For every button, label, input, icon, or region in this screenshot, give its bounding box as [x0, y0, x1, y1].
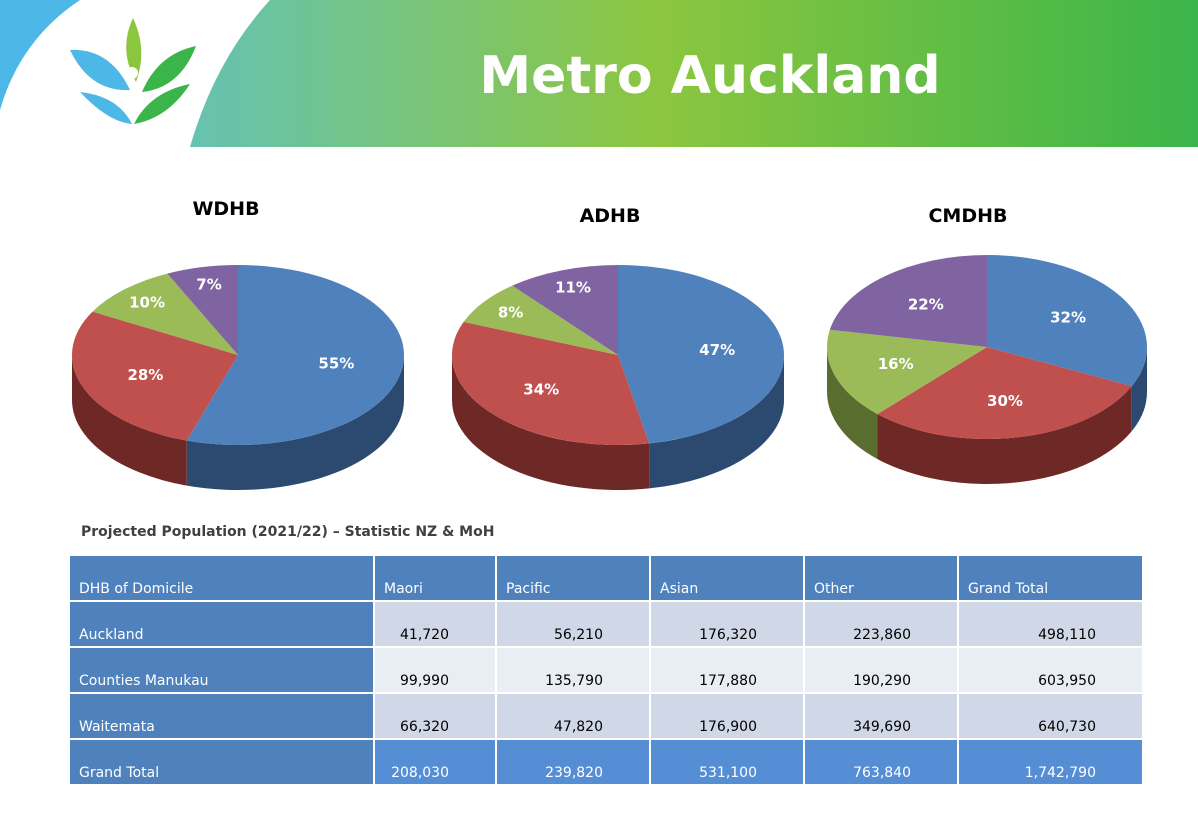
pie-slice: [451, 321, 650, 446]
logo-leaf-right: [142, 46, 196, 92]
cell: 349,690: [803, 692, 959, 740]
header-other: Other: [803, 554, 959, 602]
row-label: Auckland: [68, 600, 375, 648]
cell: 239,820: [495, 738, 651, 786]
pie-slice-label: 22%: [908, 295, 944, 313]
pie-slice-side: [186, 355, 404, 490]
cell: 66,320: [373, 692, 497, 740]
header-dhb: DHB of Domicile: [68, 554, 375, 602]
row-label: Waitemata: [68, 692, 375, 740]
cell: 498,110: [957, 600, 1144, 648]
row-label: Counties Manukau: [68, 646, 375, 694]
pie-slice: [463, 285, 618, 355]
population-table: DHB of Domicile Maori Pacific Asian Othe…: [68, 554, 1144, 786]
pie-slice-label: 10%: [129, 294, 165, 312]
cell: 223,860: [803, 600, 959, 648]
pie-slice-side: [649, 355, 784, 489]
pie-slice-label: 34%: [523, 380, 559, 398]
cell: 99,990: [373, 646, 497, 694]
table-row: Counties Manukau 99,990 135,790 177,880 …: [68, 646, 1144, 694]
cell: 47,820: [495, 692, 651, 740]
pie-slice-label: 7%: [196, 276, 221, 294]
pie-slice-side: [1131, 347, 1147, 432]
cell: 208,030: [373, 738, 497, 786]
table-row: Auckland 41,720 56,210 176,320 223,860 4…: [68, 600, 1144, 648]
cell: 603,950: [957, 646, 1144, 694]
table-caption: Projected Population (2021/22) – Statist…: [81, 524, 495, 540]
cell: 190,290: [803, 646, 959, 694]
pie-slice-label: 28%: [127, 366, 163, 384]
pie-slice: [167, 265, 238, 355]
cell: 176,320: [649, 600, 805, 648]
chart-title: ADHB: [580, 205, 641, 227]
pie-slice: [827, 329, 987, 415]
cell: 763,840: [803, 738, 959, 786]
logo-leaf-low-right: [134, 84, 190, 124]
pie-slice-label: 55%: [318, 354, 354, 372]
cell: 135,790: [495, 646, 651, 694]
pie-slice: [92, 273, 239, 355]
pie-slice-side: [452, 355, 650, 490]
chart-title: WDHB: [192, 198, 259, 220]
pie-slice-side: [827, 347, 878, 460]
pie-slice-label: 16%: [878, 355, 914, 373]
pie-slice: [618, 265, 784, 444]
cell: 56,210: [495, 600, 651, 648]
pie-slice-side: [71, 355, 187, 486]
pie-slice: [71, 311, 239, 441]
cell: 41,720: [373, 600, 497, 648]
row-label: Grand Total: [68, 738, 375, 786]
header-pacific: Pacific: [495, 554, 651, 602]
logo: [0, 0, 270, 147]
pie-slice: [987, 255, 1148, 387]
table-header-row: DHB of Domicile Maori Pacific Asian Othe…: [68, 554, 1144, 602]
logo-leaf-left: [70, 49, 130, 91]
pie-slice: [186, 265, 404, 445]
logo-dot: [126, 67, 138, 79]
logo-leaf-low-left: [80, 92, 132, 124]
pie-slice-label: 8%: [498, 304, 523, 322]
logo-swoosh: [0, 0, 80, 110]
logo-leaf-center: [126, 18, 142, 82]
pie-slice-label: 11%: [555, 278, 591, 296]
pie-charts: 55% 28% 10% 7% WDHB 47% 34% 8% 11% ADHB 32% 30% 16% 2…: [71, 198, 1148, 490]
header-grand-total: Grand Total: [957, 554, 1144, 602]
pie-slice-label: 32%: [1050, 308, 1086, 326]
cell: 640,730: [957, 692, 1144, 740]
header-asian: Asian: [649, 554, 805, 602]
page-title: Metro Auckland: [479, 46, 941, 106]
total-row: Grand Total 208,030 239,820 531,100 763,…: [68, 738, 1144, 786]
table-row: Waitemata 66,320 47,820 176,900 349,690 …: [68, 692, 1144, 740]
pie-slice-label: 30%: [987, 392, 1023, 410]
chart-title: CMDHB: [928, 205, 1007, 227]
pie-slice: [512, 265, 618, 355]
cell: 177,880: [649, 646, 805, 694]
pie-slice-side: [877, 386, 1132, 485]
header-maori: Maori: [373, 554, 497, 602]
pie-slice: [829, 255, 987, 347]
cell: 176,900: [649, 692, 805, 740]
pie-slice-label: 47%: [699, 341, 735, 359]
cell: 1,742,790: [957, 738, 1144, 786]
cell: 531,100: [649, 738, 805, 786]
pie-slice: [877, 347, 1132, 440]
